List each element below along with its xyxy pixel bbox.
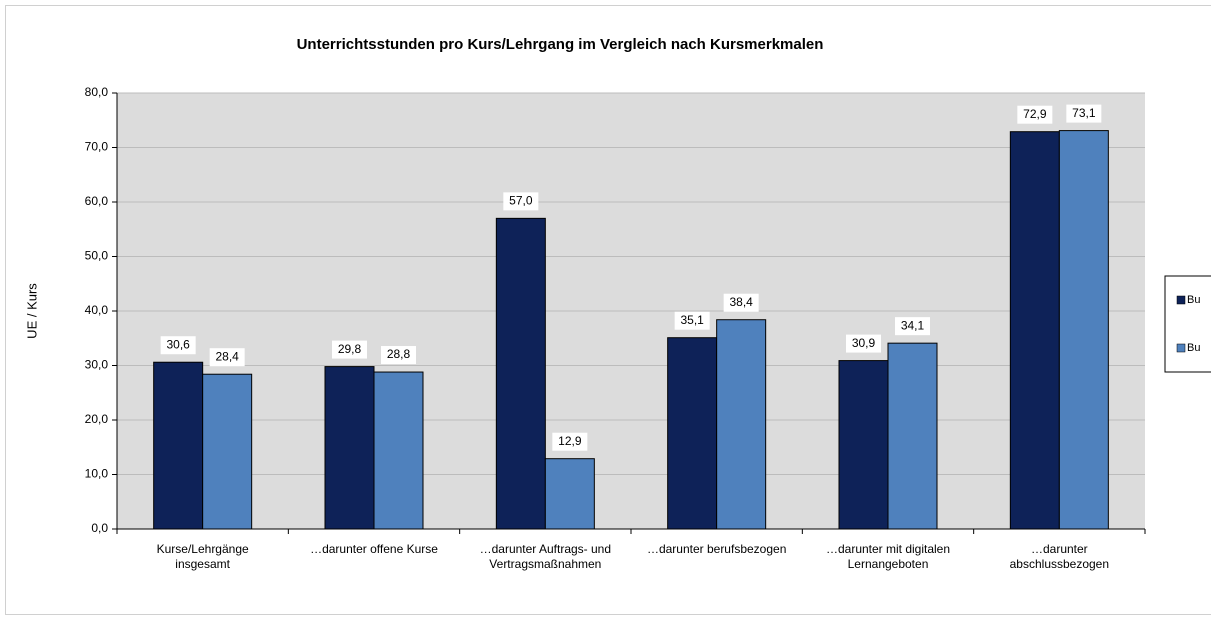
x-tick-label: …darunter Auftrags- und Vertragsmaßnahme… xyxy=(479,542,612,571)
bar xyxy=(1058,130,1109,530)
value-label-box xyxy=(895,317,930,336)
value-label-box xyxy=(160,336,196,355)
value-label: 30,9 xyxy=(852,336,876,350)
value-label-box xyxy=(552,432,588,451)
bar xyxy=(495,217,546,530)
legend-swatch xyxy=(1176,343,1186,353)
y-axis-label: UE / Kurs xyxy=(24,283,39,339)
legend-swatch xyxy=(1176,295,1186,305)
y-tick-label: 10,0 xyxy=(85,467,109,481)
value-label: 28,8 xyxy=(387,347,411,361)
y-tick-label: 60,0 xyxy=(85,194,109,208)
bar xyxy=(202,373,253,530)
value-label-box xyxy=(209,348,245,367)
x-tick-label: Kurse/Lehrgänge insgesamt xyxy=(156,542,249,571)
x-tick-label: …darunter mit digitalen Lernangeboten xyxy=(825,542,951,571)
value-label: 29,8 xyxy=(338,342,362,356)
x-tick-label: …darunter berufsbezogen xyxy=(646,542,787,556)
chart-title: Unterrichtsstunden pro Kurs/Lehrgang im … xyxy=(297,36,824,53)
value-label: 38,4 xyxy=(729,295,753,309)
value-label-box xyxy=(846,334,881,353)
value-label-box xyxy=(332,340,367,359)
legend-box xyxy=(1164,275,1211,373)
value-label-box xyxy=(723,293,759,312)
legend-label: Bu xyxy=(1187,342,1200,354)
value-label: 28,4 xyxy=(215,349,239,363)
x-tick-label: …darunter offene Kurse xyxy=(310,542,438,556)
bar xyxy=(153,361,204,530)
value-label-box xyxy=(674,311,710,330)
value-label-box xyxy=(381,346,416,365)
value-label: 57,0 xyxy=(509,194,533,208)
value-label: 12,9 xyxy=(558,434,582,448)
bar xyxy=(1009,131,1060,530)
legend-label: Bu xyxy=(1187,294,1200,306)
y-tick-label: 20,0 xyxy=(85,412,109,426)
value-label: 34,1 xyxy=(901,318,925,332)
y-tick-label: 80,0 xyxy=(85,85,109,99)
value-label: 72,9 xyxy=(1023,107,1047,121)
y-tick-label: 50,0 xyxy=(85,249,109,263)
bar xyxy=(887,342,938,530)
bar xyxy=(544,458,595,530)
bar xyxy=(716,319,767,530)
x-tick-label: …darunter abschlussbezogen xyxy=(1009,542,1110,571)
y-tick-label: 70,0 xyxy=(85,140,109,154)
y-tick-label: 40,0 xyxy=(85,303,109,317)
bar xyxy=(324,366,375,530)
value-label: 35,1 xyxy=(680,313,704,327)
value-label-box xyxy=(503,192,539,211)
y-tick-label: 30,0 xyxy=(85,358,109,372)
bar xyxy=(667,337,718,530)
value-label-box xyxy=(1066,104,1102,123)
bar xyxy=(373,371,424,530)
y-tick-label: 0,0 xyxy=(91,521,108,535)
bar xyxy=(838,360,889,530)
value-label: 73,1 xyxy=(1072,106,1096,120)
value-label: 30,6 xyxy=(166,337,190,351)
value-label-box xyxy=(1017,105,1053,124)
